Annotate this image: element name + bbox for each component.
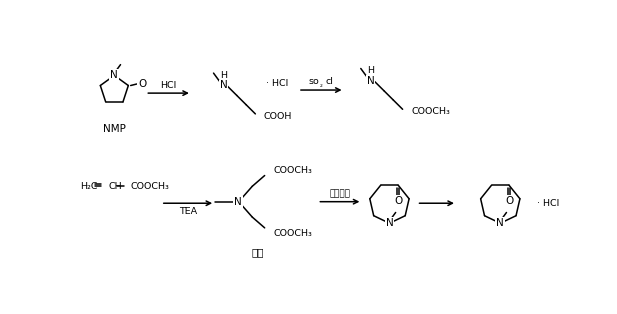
- Text: ₂: ₂: [320, 82, 323, 88]
- Text: H: H: [220, 71, 227, 80]
- Text: N: N: [110, 70, 118, 80]
- Text: O: O: [505, 196, 513, 206]
- Text: so: so: [309, 77, 320, 86]
- Text: COOCH₃: COOCH₃: [274, 229, 313, 238]
- Text: COOCH₃: COOCH₃: [274, 165, 313, 175]
- Text: cl: cl: [325, 77, 333, 86]
- Text: COOH: COOH: [263, 112, 291, 121]
- Text: N: N: [234, 197, 242, 207]
- Text: 双酯: 双酯: [252, 247, 264, 257]
- Text: HCl: HCl: [160, 81, 176, 90]
- Text: TEA: TEA: [179, 207, 197, 216]
- Text: · HCl: · HCl: [266, 79, 289, 88]
- Text: · HCl: · HCl: [537, 199, 560, 208]
- Text: H₂C: H₂C: [80, 182, 97, 191]
- Text: N: N: [367, 76, 375, 86]
- Text: COOCH₃: COOCH₃: [131, 182, 170, 191]
- Text: COOCH₃: COOCH₃: [411, 107, 450, 116]
- Text: H: H: [367, 66, 375, 75]
- Text: O: O: [138, 79, 146, 89]
- Text: NMP: NMP: [103, 123, 126, 133]
- Text: N: N: [386, 218, 393, 228]
- Text: O: O: [394, 196, 402, 206]
- Text: 叔丁醇钾: 叔丁醇钾: [329, 189, 350, 198]
- Text: N: N: [220, 80, 228, 90]
- Text: N: N: [497, 218, 504, 228]
- Text: CH: CH: [108, 182, 122, 191]
